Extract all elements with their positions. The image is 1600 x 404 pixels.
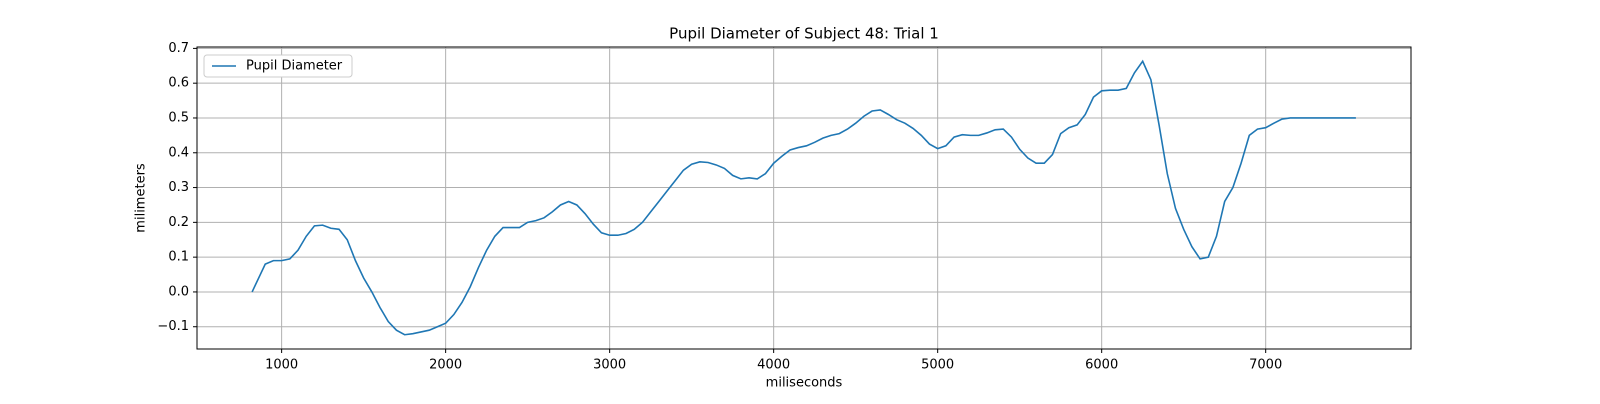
legend-label: Pupil Diameter [246, 59, 343, 74]
y-tick-label: 0.0 [168, 284, 189, 299]
y-tick-label: 0.3 [168, 180, 189, 195]
x-tick-label: 6000 [1085, 358, 1118, 373]
plot-frame [196, 46, 1412, 350]
x-tick-label: 7000 [1249, 358, 1282, 373]
y-tick-label: 0.2 [168, 215, 189, 230]
data-line [251, 59, 1356, 336]
x-tick-label: 3000 [593, 358, 626, 373]
chart-title: Pupil Diameter of Subject 48: Trial 1 [669, 25, 939, 43]
x-axis-label: miliseconds [766, 376, 843, 391]
y-axis-label: milimeters [134, 163, 149, 233]
x-tick-label: 1000 [265, 358, 298, 373]
x-tick-label: 2000 [429, 358, 462, 373]
x-tick-label: 4000 [757, 358, 790, 373]
legend-box [203, 54, 353, 78]
y-tick-label: 0.7 [168, 41, 189, 56]
y-tick-label: 0.5 [168, 110, 189, 125]
y-tick-label: 0.6 [168, 76, 189, 91]
x-tick-label: 5000 [921, 358, 954, 373]
y-tick-label: −0.1 [157, 319, 189, 334]
y-tick-label: 0.1 [168, 250, 189, 265]
y-tick-label: 0.4 [168, 145, 189, 160]
